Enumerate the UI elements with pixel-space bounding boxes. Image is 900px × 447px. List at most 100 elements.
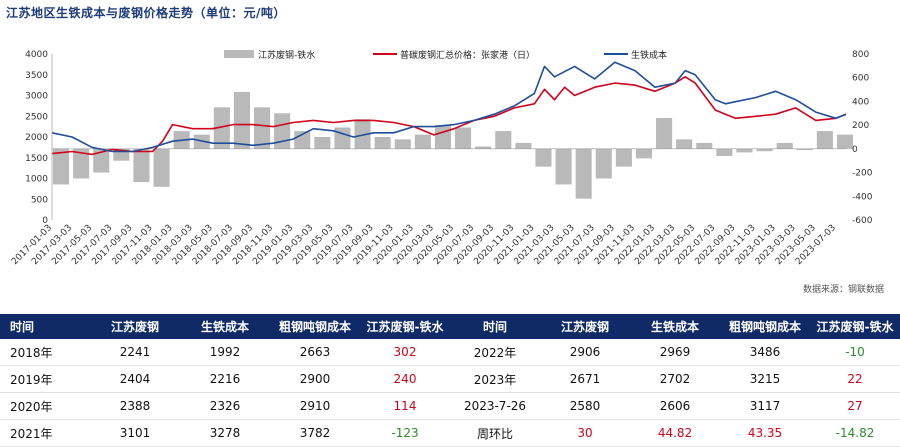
bar-spread (254, 107, 271, 149)
bar-spread (716, 148, 733, 156)
table-header-row: 时间 江苏废钢 生铁成本 粗钢吨钢成本 江苏废钢-铁水 时间 江苏废钢 生铁成本… (0, 314, 900, 339)
bar-spread (595, 148, 612, 179)
table-cell-spread: 240 (360, 365, 450, 393)
bar-spread (836, 134, 854, 149)
left-tick-label: 3500 (25, 71, 48, 81)
bar-spread (776, 142, 793, 149)
right-tick-label: 600 (852, 74, 869, 84)
bar-spread (434, 125, 452, 149)
left-tick-label: 3000 (25, 92, 48, 102)
right-tick-label: -200 (852, 169, 873, 179)
line-scrap-price (51, 75, 847, 156)
table-cell: 1992 (180, 339, 270, 366)
bar-spread (233, 91, 250, 149)
header-scrap-1: 江苏废钢 (90, 314, 180, 339)
table-cell: 2388 (90, 392, 180, 420)
bar-spread (615, 148, 632, 167)
x-axis: 2017-01-032017-03-032017-05-032017-07-03… (10, 223, 838, 267)
table-cell: 2241 (90, 339, 180, 366)
table-cell: 3215 (720, 365, 810, 393)
bar-spread (756, 148, 773, 152)
header-iron-cost-1: 生铁成本 (180, 314, 270, 339)
line-iron-cost (51, 61, 847, 153)
lines-layer (51, 61, 847, 156)
bar-spread (656, 118, 673, 149)
legend: 江苏废钢-铁水 普碳废钢汇总价格：张家港（日） 生铁成本 (224, 49, 667, 61)
table-cell-spread: 27 (810, 392, 900, 420)
header-iron-cost-2: 生铁成本 (630, 314, 720, 339)
table-cell: 2326 (180, 392, 270, 420)
table-cell-spread: 114 (360, 392, 450, 420)
bar-spread (93, 148, 110, 173)
table-cell: 2018年 (0, 339, 90, 366)
summary-table: 时间 江苏废钢 生铁成本 粗钢吨钢成本 江苏废钢-铁水 时间 江苏废钢 生铁成本… (0, 314, 900, 447)
bar-spread (394, 139, 411, 149)
table-row: 2018年 2241 1992 2663 302 2022年 2906 2969… (0, 339, 900, 366)
table-cell: 2022年 (450, 339, 540, 366)
bar-spread (676, 139, 693, 149)
right-axis: -600 -400 -200 0 200 400 600 800 (852, 50, 873, 226)
source-note: 数据来源：钢联数据 (802, 285, 884, 295)
header-time-2: 时间 (450, 314, 540, 339)
bar-spread (635, 148, 653, 159)
table-cell: 2020年 (0, 392, 90, 420)
left-tick-label: 2500 (25, 112, 48, 122)
table-cell-spread: 302 (360, 339, 450, 366)
table-cell-spread: -10 (810, 339, 900, 366)
table-cell: 2671 (540, 365, 630, 393)
header-steel-cost-2: 粗钢吨钢成本 (720, 314, 810, 339)
table-cell: 2404 (90, 365, 180, 393)
header-steel-cost-1: 粗钢吨钢成本 (270, 314, 360, 339)
table-cell: 2910 (270, 392, 360, 420)
right-tick-label: -400 (852, 192, 873, 202)
bar-spread (314, 137, 331, 149)
bar-spread (535, 148, 552, 167)
bar-spread (736, 148, 753, 153)
left-tick-label: 2000 (25, 133, 48, 143)
bars-layer (53, 91, 854, 199)
header-scrap-2: 江苏废钢 (540, 314, 630, 339)
bar-spread (294, 131, 311, 149)
right-tick-label: 800 (852, 50, 869, 60)
right-tick-label: 400 (852, 97, 869, 107)
bar-spread (153, 148, 170, 187)
header-spread-2: 江苏废钢-铁水 (810, 314, 900, 339)
table-cell: 2580 (540, 392, 630, 420)
table-cell: 2023-7-26 (450, 392, 540, 420)
table-cell: 2663 (270, 339, 360, 366)
legend-red-label: 普碳废钢汇总价格：张家港（日） (400, 49, 535, 61)
bar-spread (555, 148, 572, 185)
table-cell: 2019年 (0, 365, 90, 393)
bar-spread (213, 107, 230, 149)
table-cell: 2702 (630, 365, 720, 393)
right-tick-label: 0 (852, 145, 858, 155)
bar-spread (354, 119, 371, 149)
table-cell-spread: 22 (810, 365, 900, 393)
table-cell: 2023年 (450, 365, 540, 393)
bar-spread (495, 131, 512, 149)
left-tick-label: 500 (31, 195, 48, 205)
left-tick-label: 0 (42, 216, 48, 226)
table-cell: 2900 (270, 365, 360, 393)
bar-spread (816, 131, 833, 149)
table-cell: 2216 (180, 365, 270, 393)
bar-spread (696, 142, 713, 149)
bar-spread (515, 142, 532, 149)
left-tick-label: 1000 (25, 175, 48, 185)
left-tick-label: 4000 (25, 50, 48, 60)
right-tick-label: -600 (852, 216, 873, 226)
table-cell: 2906 (540, 339, 630, 366)
page-title: 江苏地区生铁成本与废钢价格走势（单位：元/吨） (6, 6, 286, 20)
bar-spread (274, 113, 291, 149)
right-tick-label: 200 (852, 121, 869, 131)
bar-spread (455, 127, 472, 149)
bar-spread (475, 146, 492, 149)
bar-spread (113, 148, 130, 161)
table-cell: 2969 (630, 339, 720, 366)
bar-spread (374, 137, 391, 149)
bar-spread (414, 134, 431, 149)
bar-spread (73, 148, 90, 179)
table-cell: 3486 (720, 339, 810, 366)
bar-spread (796, 148, 813, 151)
header-spread-1: 江苏废钢-铁水 (360, 314, 450, 339)
